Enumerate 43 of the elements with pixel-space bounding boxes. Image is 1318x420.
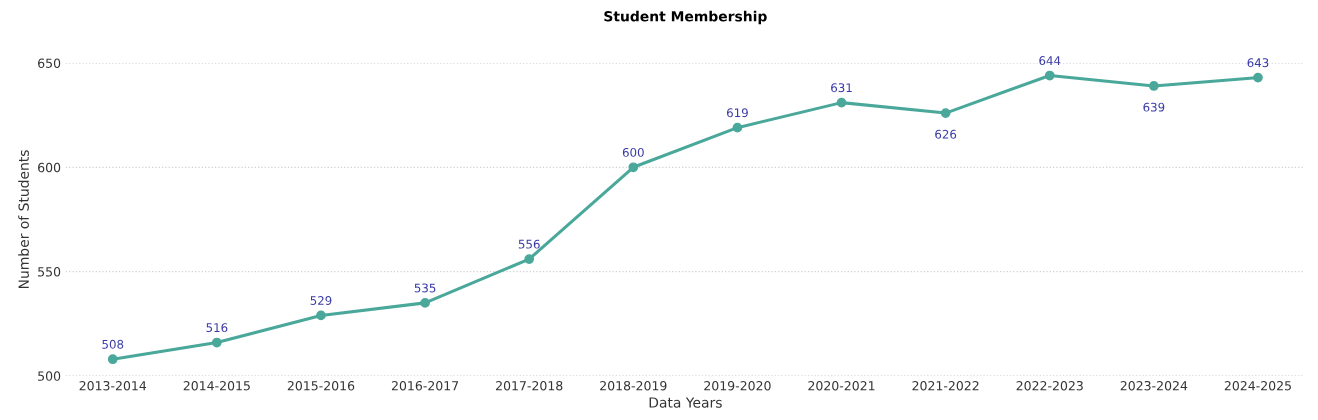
x-tick-label: 2016-2017 <box>391 380 459 391</box>
x-tick-label: 2019-2020 <box>704 380 771 391</box>
point <box>836 97 847 108</box>
x-tick-label: 2017-2018 <box>496 380 563 391</box>
chart-title: Student Membership <box>604 10 767 25</box>
data-label: 508 <box>102 339 124 349</box>
x-axis-title: Data Years <box>649 397 722 408</box>
x-tick-label: 2021-2022 <box>912 380 979 391</box>
data-label: 516 <box>206 323 228 333</box>
point <box>316 310 326 321</box>
data-label: 644 <box>1039 56 1061 66</box>
point <box>211 337 222 348</box>
point <box>732 122 743 133</box>
data-label: 535 <box>414 283 436 293</box>
point <box>628 162 639 173</box>
x-tick-label: 2024-2025 <box>1224 380 1291 391</box>
x-tick-label: 2018-2019 <box>600 380 667 391</box>
x-tick-label: 2013-2014 <box>79 380 147 391</box>
point <box>940 108 951 118</box>
y-tick-label: 500 <box>38 371 61 381</box>
x-tick-label: 2020-2021 <box>808 380 875 391</box>
y-tick-label: 650 <box>38 58 61 68</box>
y-axis-title: Number of Students <box>18 150 29 289</box>
data-label: 631 <box>831 83 852 93</box>
data-label: 556 <box>518 239 540 249</box>
point <box>1044 70 1055 81</box>
data-label: 600 <box>622 147 644 157</box>
x-tick-label: 2014-2015 <box>183 380 250 391</box>
data-label: 643 <box>1247 58 1269 68</box>
data-label: 639 <box>1143 102 1165 112</box>
point <box>1148 81 1159 91</box>
y-tick-label: 550 <box>38 267 61 277</box>
point <box>107 354 118 365</box>
x-tick-label: 2015-2016 <box>287 380 355 391</box>
x-tick-label: 2022-2023 <box>1016 380 1083 391</box>
point <box>1253 72 1263 83</box>
point <box>420 298 430 308</box>
y-tick-label: 600 <box>38 162 61 173</box>
data-label: 619 <box>726 108 748 118</box>
data-label: 529 <box>310 296 332 305</box>
data-label: 626 <box>935 129 957 139</box>
point <box>524 254 535 264</box>
x-tick-label: 2023-2024 <box>1120 380 1188 391</box>
